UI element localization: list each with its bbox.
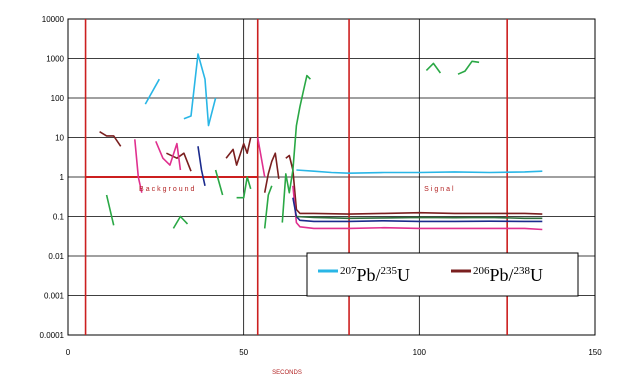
y-tick-label-5: 0.1 [53,213,65,222]
series-5-segment-7 [457,60,480,75]
x-tick-labels: 0 50 100 150 [66,348,602,357]
legend-sup-206: 206 [473,265,490,277]
series-3-segment-1 [292,197,543,223]
series-1-segment-1 [166,152,192,172]
x-tick-label-1: 50 [239,348,248,357]
x-tick-label-0: 0 [66,348,71,357]
legend-slash-206: / [509,265,514,285]
y-tick-label-3: 10 [55,134,64,143]
zone-label-signal: Signal [424,186,455,193]
series-3-segment-0 [197,146,206,186]
legend-sup-207: 207 [340,265,357,277]
series-5-segment-1 [172,215,189,229]
series-layer [99,53,543,231]
series-2-segment-2 [256,137,266,178]
series-1-segment-3 [263,152,280,193]
series-2-segment-0 [134,139,143,193]
series-0-segment-1 [183,53,217,127]
y-tick-label-4: 1 [60,173,65,182]
series-5-segment-2 [214,169,224,196]
legend-label-207: 207Pb/235U [340,265,410,285]
legend-subsup-238: 238 [514,265,531,277]
legend-slash-207: / [376,265,381,285]
y-tick-label-0: 10000 [42,15,65,24]
series-0-segment-2 [296,169,543,174]
y-tick-label-1: 1000 [46,55,64,64]
y-tick-label-7: 0.001 [44,292,65,301]
legend-base-206: Pb [490,265,509,285]
legend-subsup-235: 235 [381,265,398,277]
legend-label-206: 206Pb/238U [473,265,543,285]
y-tick-label-8: 0.0001 [40,331,65,340]
series-1-segment-2 [225,137,252,166]
zone-label-background: Background [139,186,196,193]
x-tick-label-3: 150 [588,348,602,357]
series-4-segment-0 [296,215,543,220]
legend-base-207: Pb [357,265,376,285]
series-5-segment-4 [263,185,273,229]
x-axis-title: SECONDS [272,370,302,376]
y-tick-label-6: 0.01 [48,252,64,261]
legend-subbase-235: U [397,265,410,285]
x-tick-label-2: 100 [413,348,427,357]
series-5-segment-6 [425,62,442,74]
series-5-segment-3 [236,176,252,199]
series-2-segment-1 [155,140,182,171]
legend: 207Pb/235U 206Pb/238U [306,252,579,297]
y-tick-label-2: 100 [51,94,65,103]
legend-subbase-238: U [530,265,543,285]
series-1-segment-0 [99,131,122,147]
series-2-segment-3 [292,185,543,231]
series-5-segment-5 [281,74,311,223]
y-tick-labels: 10000 1000 100 10 1 0.1 0.01 0.001 0.0001 [40,15,65,340]
series-5-segment-0 [105,194,115,226]
series-0-segment-0 [144,78,160,105]
legend-box [306,252,579,297]
